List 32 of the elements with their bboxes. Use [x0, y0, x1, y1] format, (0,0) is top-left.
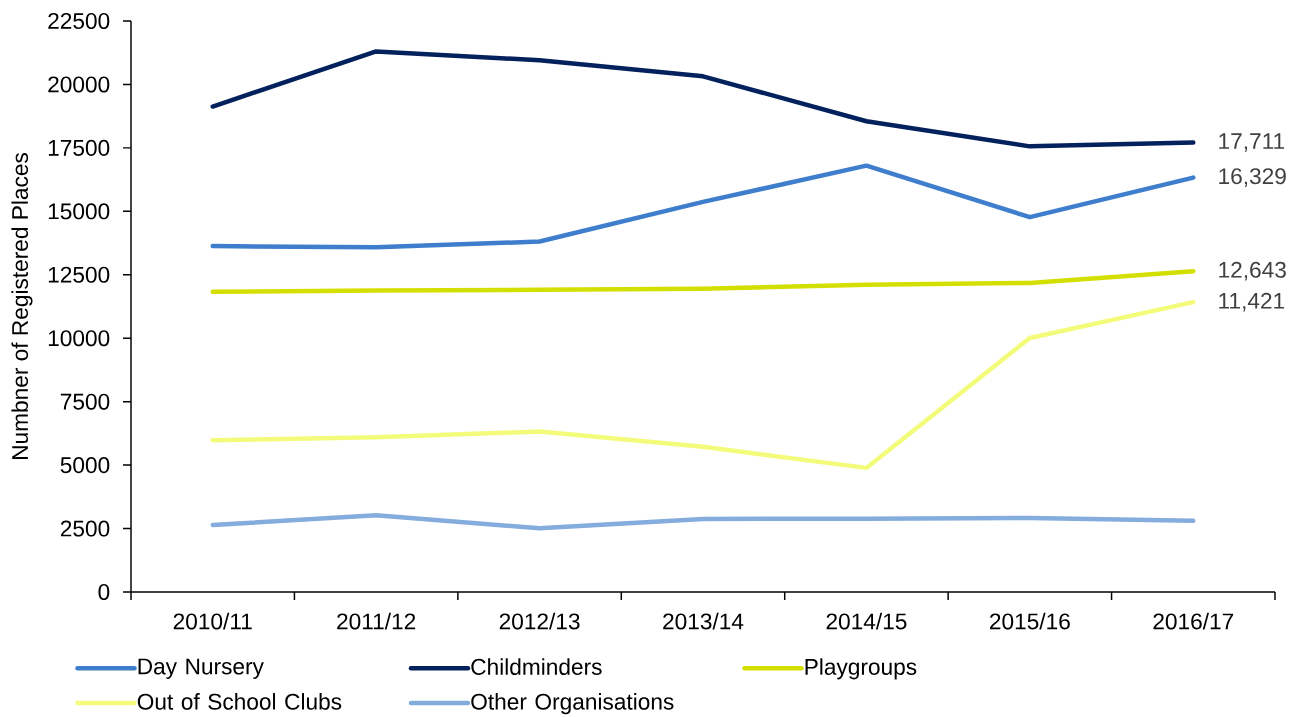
y-tick-label: 22500 — [48, 12, 110, 30]
legend-label: Other Organisations — [471, 693, 674, 715]
line-series — [210, 163, 1196, 250]
x-tick-label: 2011/12 — [337, 612, 416, 630]
y-tick-label: 5000 — [60, 457, 110, 474]
data-label: 16,329 — [1219, 168, 1286, 187]
data-label: 17,711 — [1219, 133, 1285, 152]
legend-label: Day Nursery — [138, 658, 264, 679]
y-tick-label: 10000 — [48, 330, 110, 347]
y-tick-label: 12500 — [48, 266, 110, 283]
legend-label: Playgroups — [805, 658, 917, 680]
data-label: 12,643 — [1219, 261, 1286, 281]
y-tick-label: 17500 — [48, 139, 110, 156]
y-tick-label: 20000 — [48, 76, 110, 93]
y-axis-title: Numbner of Registered Places — [11, 153, 33, 459]
line-series — [210, 268, 1196, 295]
y-tick-label: 7500 — [60, 393, 110, 410]
x-tick-label: 2015/16 — [990, 612, 1070, 630]
y-tick-label: 0 — [98, 583, 110, 601]
legend-label: Childminders — [471, 658, 602, 675]
line-series — [210, 513, 1196, 531]
y-tick-label: 2500 — [60, 520, 110, 537]
line-series — [210, 299, 1196, 471]
legend-label: Out of School Clubs — [137, 693, 342, 710]
x-tick-label: 2016/17 — [1153, 612, 1234, 630]
x-tick-label: 2012/13 — [499, 612, 580, 630]
y-tick-label: 15000 — [48, 203, 110, 220]
line-series — [210, 49, 1196, 149]
x-tick-label: 2010/11 — [173, 612, 252, 630]
data-label: 11,421 — [1219, 292, 1285, 312]
x-tick-label: 2014/15 — [826, 612, 907, 630]
x-tick-label: 2013/14 — [663, 612, 744, 630]
